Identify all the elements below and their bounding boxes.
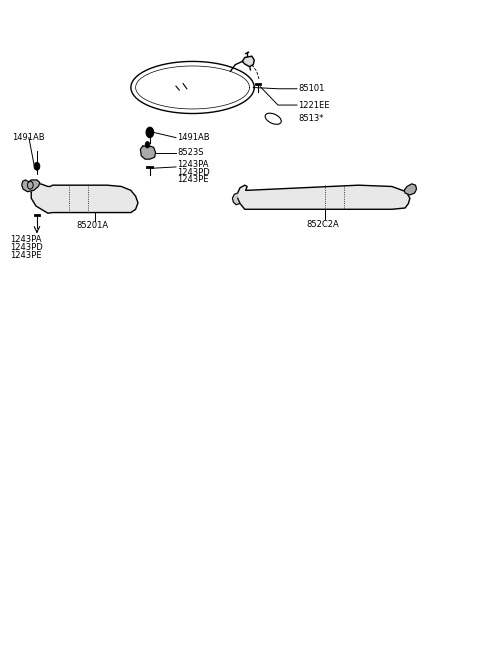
Text: 1491AB: 1491AB bbox=[178, 133, 210, 142]
Text: 852C2A: 852C2A bbox=[306, 220, 339, 229]
Text: 1243PA: 1243PA bbox=[178, 160, 209, 169]
Text: 1243PE: 1243PE bbox=[178, 175, 209, 185]
Text: 1243PD: 1243PD bbox=[11, 243, 43, 252]
Polygon shape bbox=[31, 184, 138, 213]
Circle shape bbox=[146, 127, 154, 137]
Text: 1221EE: 1221EE bbox=[298, 101, 329, 110]
Circle shape bbox=[34, 162, 40, 170]
Polygon shape bbox=[22, 180, 40, 192]
Polygon shape bbox=[140, 146, 156, 159]
Polygon shape bbox=[242, 57, 254, 66]
Polygon shape bbox=[404, 184, 417, 195]
Text: 1243PA: 1243PA bbox=[11, 235, 42, 244]
Text: 1243PE: 1243PE bbox=[11, 251, 42, 260]
Text: 85101: 85101 bbox=[298, 84, 324, 93]
Text: 8523S: 8523S bbox=[178, 148, 204, 157]
Text: 1491AB: 1491AB bbox=[12, 133, 45, 142]
Text: 1243PD: 1243PD bbox=[178, 168, 210, 177]
Text: 85201A: 85201A bbox=[76, 221, 108, 230]
Circle shape bbox=[145, 141, 150, 148]
Polygon shape bbox=[238, 185, 410, 210]
Text: 8513*: 8513* bbox=[298, 114, 324, 124]
Polygon shape bbox=[232, 193, 240, 205]
